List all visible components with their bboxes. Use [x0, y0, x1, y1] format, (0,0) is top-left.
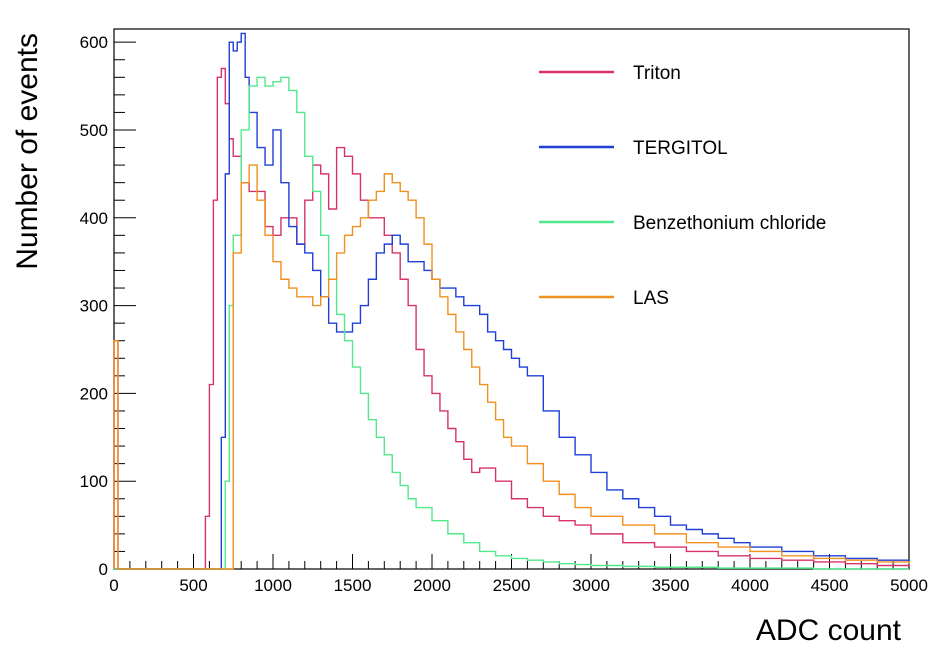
y-tick-label: 400: [80, 209, 108, 228]
x-tick-label: 5000: [890, 576, 928, 595]
y-tick-label: 0: [99, 560, 108, 579]
x-tick-label: 2500: [493, 576, 531, 595]
legend-label: Benzethonium chloride: [633, 213, 826, 234]
legend-label: Triton: [633, 63, 681, 84]
x-axis-title: ADC count: [756, 614, 902, 647]
x-tick-label: 3500: [652, 576, 690, 595]
series-line: [114, 76, 909, 570]
y-tick-label: 300: [80, 297, 108, 316]
x-tick-label: 500: [179, 576, 207, 595]
legend-label: TERGITOL: [633, 138, 728, 159]
y-tick-label: 100: [80, 472, 108, 491]
y-axis-title: Number of events: [11, 33, 44, 270]
series-las: [113, 164, 910, 570]
y-tick-label: 200: [80, 384, 108, 403]
y-tick-label: 600: [80, 33, 108, 52]
legend: Triton TERGITOL Benzethonium chloride LAS: [539, 63, 826, 309]
series-benzethonium-chloride: [114, 76, 909, 570]
series-tergitol: [114, 32, 910, 570]
x-tick-label: 4000: [731, 576, 769, 595]
x-tick-label: 3000: [572, 576, 610, 595]
x-tick-label: 2000: [413, 576, 451, 595]
x-tick-label: 1500: [334, 576, 372, 595]
x-tick-label: 4500: [811, 576, 849, 595]
x-tick-label: 1000: [254, 576, 292, 595]
y-tick-label: 500: [80, 121, 108, 140]
axis-ticks: 0 500 1000 1500 2000 2500 3000 3500 4000 4500 5000…: [80, 33, 928, 595]
legend-label: LAS: [633, 288, 669, 309]
series-group: [113, 32, 910, 570]
x-tick-label: 0: [109, 576, 118, 595]
series-line: [114, 32, 910, 570]
series-line: [113, 164, 910, 570]
